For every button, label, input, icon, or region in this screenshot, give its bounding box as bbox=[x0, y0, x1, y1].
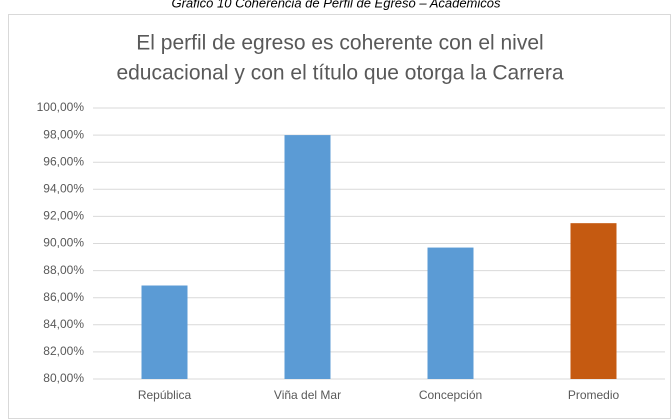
y-tick-label: 80,00% bbox=[43, 371, 84, 385]
y-tick-label: 84,00% bbox=[43, 317, 84, 331]
y-tick-label: 86,00% bbox=[43, 290, 84, 304]
bar bbox=[427, 247, 474, 379]
y-tick-label: 98,00% bbox=[43, 127, 84, 141]
bar bbox=[570, 223, 617, 379]
x-tick-label: República bbox=[138, 388, 192, 402]
y-tick-label: 94,00% bbox=[43, 181, 84, 195]
y-tick-label: 82,00% bbox=[43, 344, 84, 358]
y-tick-label: 100,00% bbox=[37, 100, 85, 114]
bar bbox=[141, 285, 188, 379]
bar bbox=[284, 135, 331, 379]
chart-title: educacional y con el título que otorga l… bbox=[116, 62, 563, 85]
caption: Gráfico 10 Coherencia de Perfil de Egres… bbox=[171, 0, 501, 10]
x-tick-label: Concepción bbox=[419, 388, 482, 402]
chart-title: El perfil de egreso es coherente con el … bbox=[136, 32, 543, 55]
y-tick-label: 92,00% bbox=[43, 209, 84, 223]
y-tick-label: 90,00% bbox=[43, 236, 84, 250]
x-tick-label: Viña del Mar bbox=[274, 388, 341, 402]
y-tick-label: 88,00% bbox=[43, 263, 84, 277]
x-tick-label: Promedio bbox=[568, 388, 620, 402]
y-tick-label: 96,00% bbox=[43, 154, 84, 168]
